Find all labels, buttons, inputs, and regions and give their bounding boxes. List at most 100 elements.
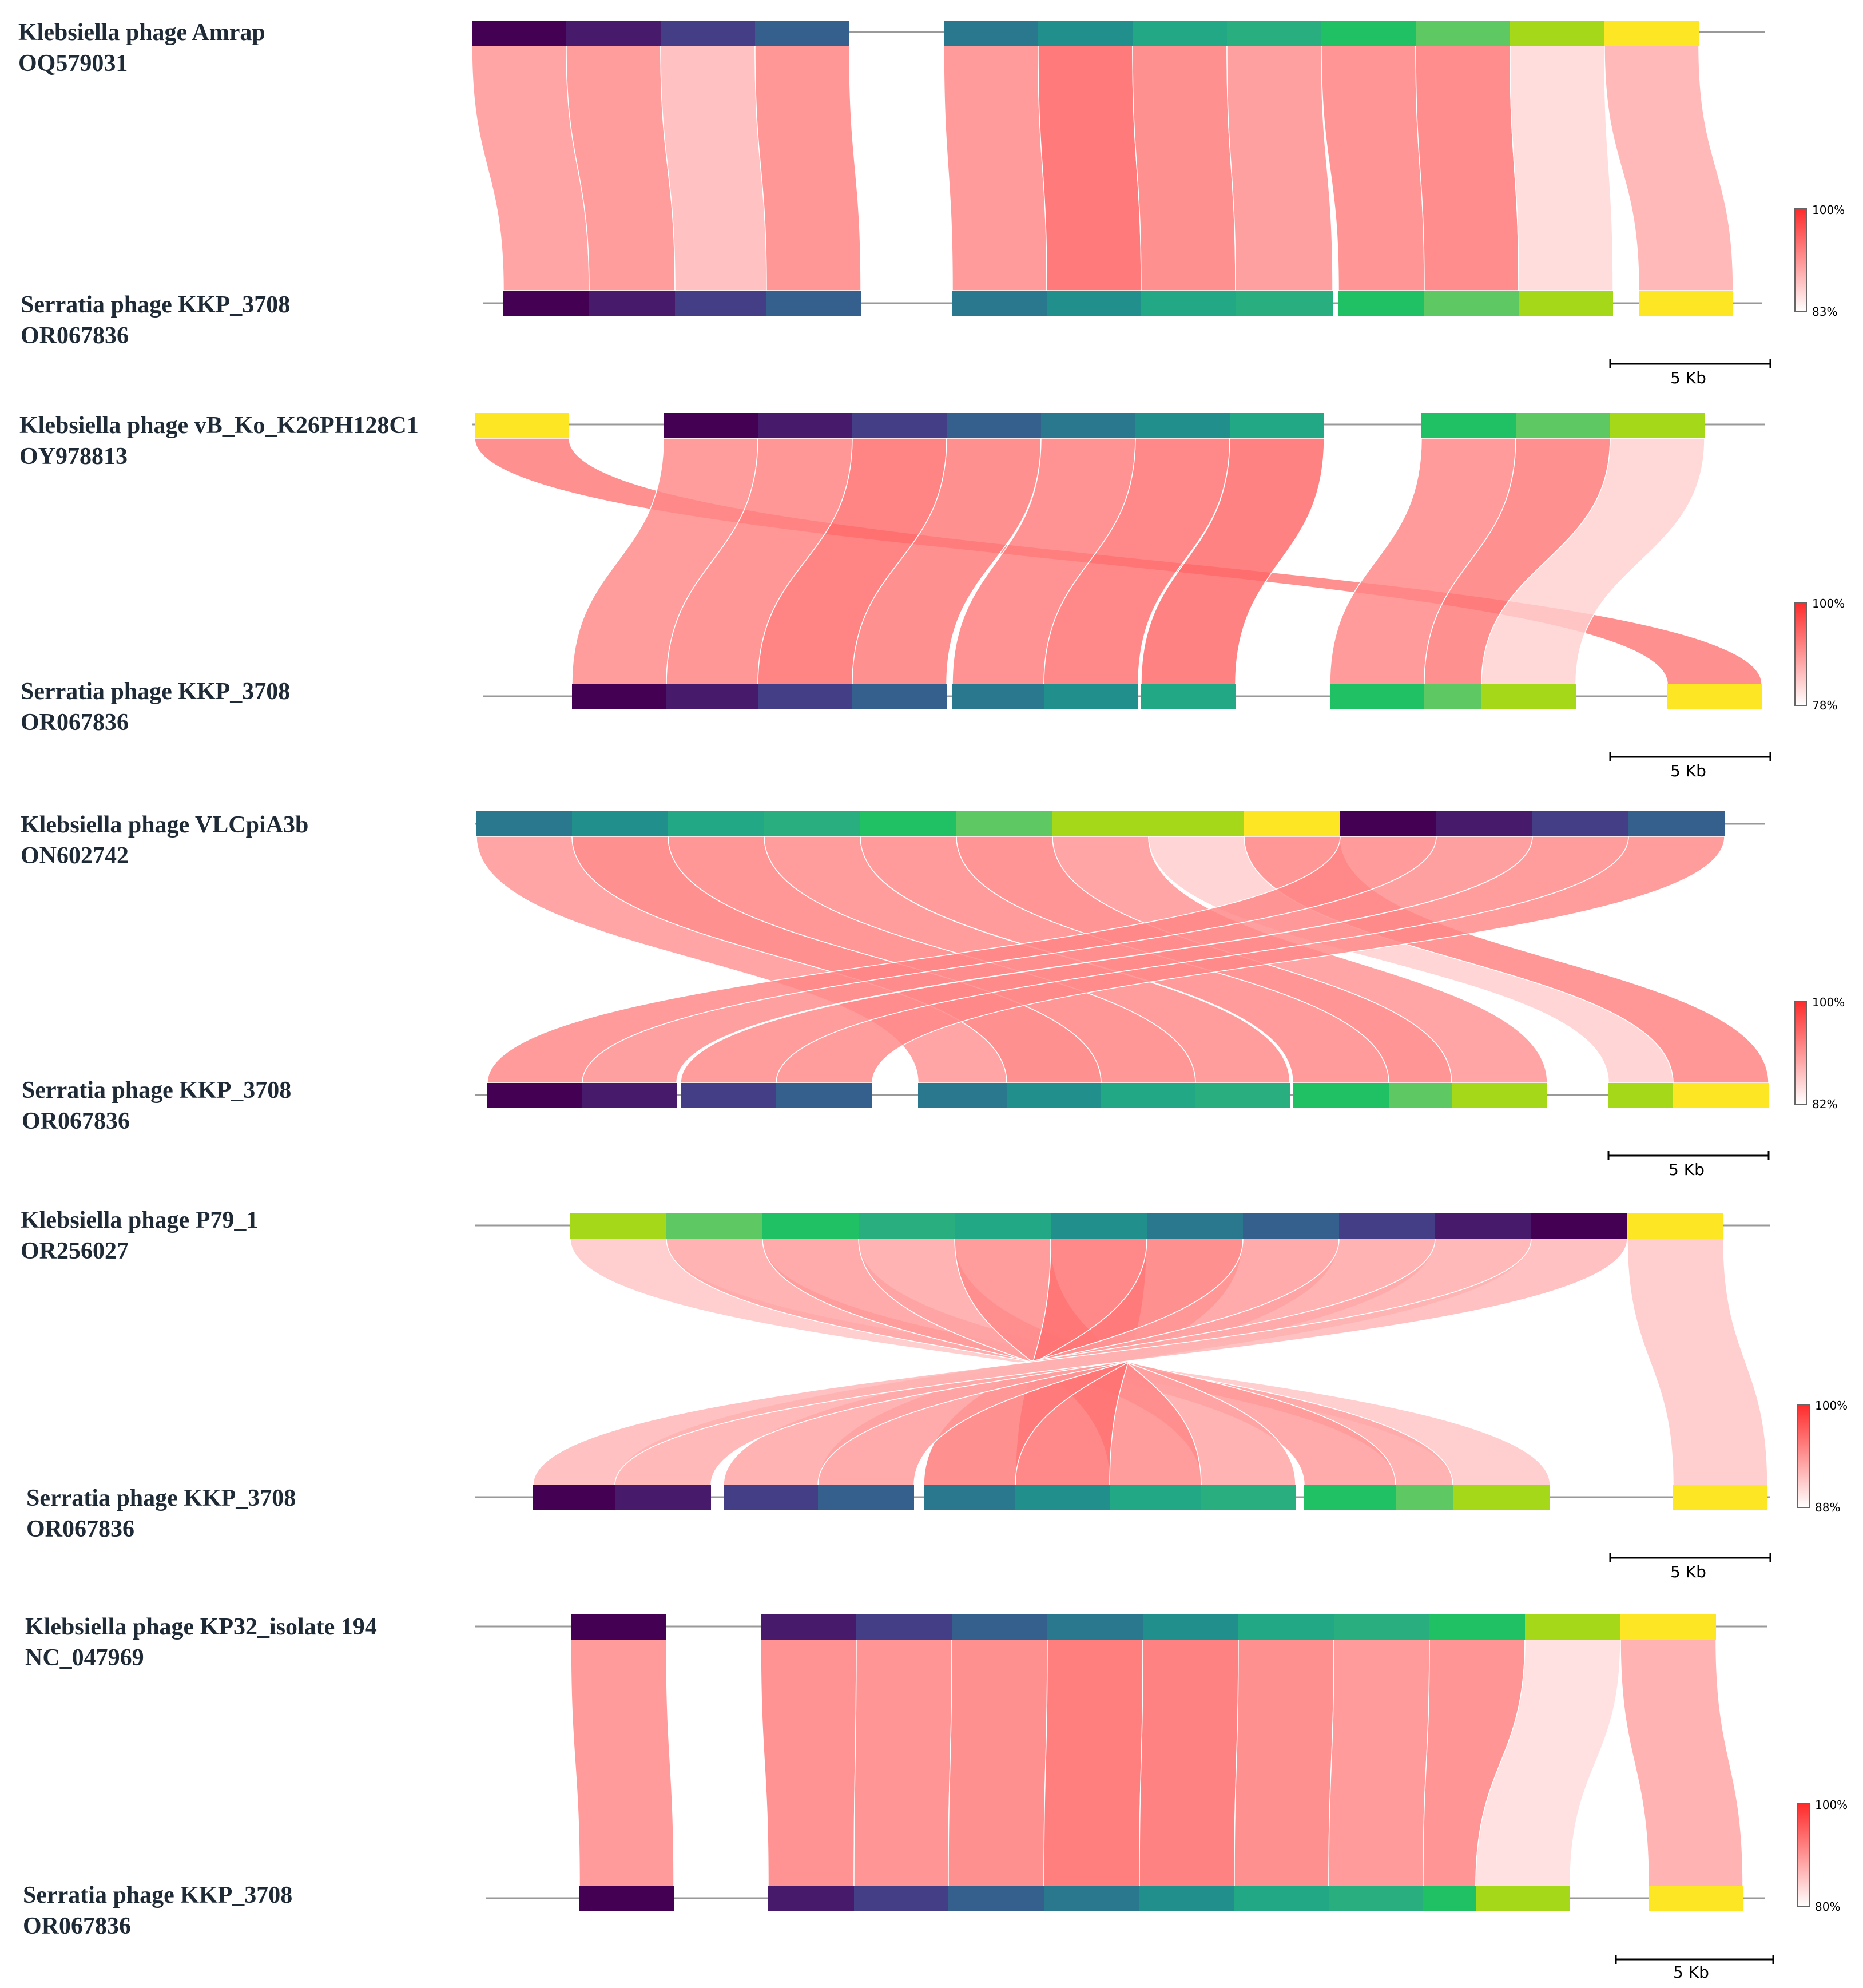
bottom-genome-block xyxy=(852,684,947,709)
bottom-genome-block xyxy=(1304,1485,1396,1510)
bottom-genome-block xyxy=(1234,1886,1329,1911)
bottom-genome-block xyxy=(1330,684,1424,709)
identity-legend: 100% 80% xyxy=(1797,1798,1848,1914)
top-genome-block xyxy=(668,811,764,836)
bottom-genome-accession: OR067836 xyxy=(22,1108,130,1134)
synteny-link xyxy=(1038,45,1142,291)
panel-3-bottom-blocks xyxy=(487,1083,1769,1108)
bottom-genome-block xyxy=(1139,1886,1234,1911)
bottom-genome-block xyxy=(1201,1485,1296,1510)
scale-bar-label: 5 Kb xyxy=(1670,1562,1706,1581)
bottom-genome-name: Serratia phage KKP_3708 xyxy=(26,1485,296,1511)
top-genome-block xyxy=(1340,811,1436,836)
bottom-genome-block xyxy=(675,291,766,316)
legend-gradient xyxy=(1794,208,1807,312)
bottom-genome-block xyxy=(1667,684,1762,709)
top-genome-block xyxy=(1238,1614,1334,1640)
top-genome-name: Klebsiella phage VLCpiA3b xyxy=(21,812,308,838)
panel-1: Klebsiella phage Amrap OQ579031 Serratia… xyxy=(18,19,1845,387)
bottom-genome-block xyxy=(918,1083,1007,1108)
top-genome-name: Klebsiella phage Amrap xyxy=(18,19,265,46)
bottom-genome-block xyxy=(1141,291,1236,316)
scale-bar: 5 Kb xyxy=(1609,359,1771,387)
synteny-link xyxy=(853,1639,952,1887)
panel-1-links xyxy=(471,45,1734,291)
top-genome-block xyxy=(1052,811,1149,836)
top-genome-block xyxy=(1416,21,1510,46)
top-genome-block xyxy=(1435,1213,1531,1239)
top-genome-accession: NC_047969 xyxy=(25,1645,144,1671)
panel-3-links xyxy=(476,836,1769,1084)
bottom-genome-block xyxy=(1101,1083,1195,1108)
top-genome-block xyxy=(1227,21,1321,46)
bottom-genome-block xyxy=(1452,1083,1547,1108)
top-genome-accession: OY978813 xyxy=(19,443,128,470)
bottom-genome-block xyxy=(758,684,852,709)
bottom-genome-block xyxy=(1639,291,1733,316)
bottom-genome-block xyxy=(1141,684,1236,709)
scale-bar: 5 Kb xyxy=(1609,752,1771,780)
synteny-link xyxy=(754,45,861,291)
top-genome-block xyxy=(1135,413,1230,438)
top-genome-block xyxy=(764,811,860,836)
top-genome-block xyxy=(666,1213,762,1239)
bottom-genome-block xyxy=(1424,291,1519,316)
bottom-genome-block xyxy=(579,1886,674,1911)
bottom-genome-block xyxy=(768,1886,854,1911)
scale-bar: 5 Kb xyxy=(1609,1553,1771,1581)
bottom-genome-block xyxy=(924,1485,1015,1510)
panel-3-top-blocks xyxy=(476,811,1725,836)
panel-5: Klebsiella phage KP32_isolate 194 NC_047… xyxy=(23,1614,1848,1982)
bottom-genome-block xyxy=(1423,1886,1476,1911)
synteny-link xyxy=(660,45,767,291)
top-genome-block xyxy=(1230,413,1324,438)
top-genome-block xyxy=(664,413,758,438)
synteny-link xyxy=(943,45,1047,291)
top-genome-block xyxy=(1525,1614,1620,1640)
bottom-genome-accession: OR067836 xyxy=(26,1516,134,1542)
top-genome-block xyxy=(1147,1213,1243,1239)
synteny-link xyxy=(1226,45,1333,291)
top-genome-accession: ON602742 xyxy=(21,843,129,869)
top-genome-block xyxy=(1244,811,1340,836)
bottom-genome-block xyxy=(818,1485,914,1510)
bottom-genome-block xyxy=(615,1485,711,1510)
bottom-genome-block xyxy=(1481,684,1576,709)
panel-4: Klebsiella phage P79_1 OR256027 Serratia… xyxy=(21,1207,1848,1581)
legend-max: 100% xyxy=(1812,203,1845,217)
legend-gradient xyxy=(1797,1803,1810,1907)
synteny-link xyxy=(1620,1639,1743,1887)
identity-legend: 100% 88% xyxy=(1797,1399,1848,1514)
scale-bar: 5 Kb xyxy=(1615,1955,1774,1982)
bottom-genome-block xyxy=(572,684,666,709)
top-genome-name: Klebsiella phage KP32_isolate 194 xyxy=(25,1614,377,1640)
bottom-genome-block xyxy=(776,1083,872,1108)
top-genome-block xyxy=(947,413,1041,438)
top-genome-block xyxy=(955,1213,1051,1239)
top-genome-block xyxy=(1051,1213,1147,1239)
panel-2-links xyxy=(474,438,1762,685)
panel-1-top-blocks xyxy=(472,21,1699,46)
bottom-genome-block xyxy=(1329,1886,1423,1911)
bottom-genome-name: Serratia phage KKP_3708 xyxy=(21,678,290,705)
synteny-link xyxy=(1043,1639,1143,1887)
legend-min: 82% xyxy=(1812,1097,1837,1111)
synteny-link xyxy=(1415,45,1519,291)
top-genome-block xyxy=(852,413,947,438)
top-genome-block xyxy=(1243,1213,1339,1239)
panel-5-links xyxy=(570,1639,1743,1887)
legend-min: 80% xyxy=(1815,1900,1840,1914)
top-genome-block xyxy=(1620,1614,1716,1640)
synteny-link xyxy=(1328,1639,1430,1887)
bottom-genome-accession: OR067836 xyxy=(21,323,129,349)
synteny-link xyxy=(760,1639,857,1887)
bottom-genome-block xyxy=(1519,291,1613,316)
legend-max: 100% xyxy=(1812,597,1845,610)
top-genome-block xyxy=(1041,413,1135,438)
bottom-genome-block xyxy=(1649,1886,1743,1911)
bottom-genome-block xyxy=(948,1886,1044,1911)
legend-gradient xyxy=(1794,1001,1807,1105)
legend-gradient xyxy=(1794,602,1807,706)
panel-4-links xyxy=(533,1238,1768,1486)
panel-3: Klebsiella phage VLCpiA3b ON602742 Serra… xyxy=(21,811,1845,1179)
